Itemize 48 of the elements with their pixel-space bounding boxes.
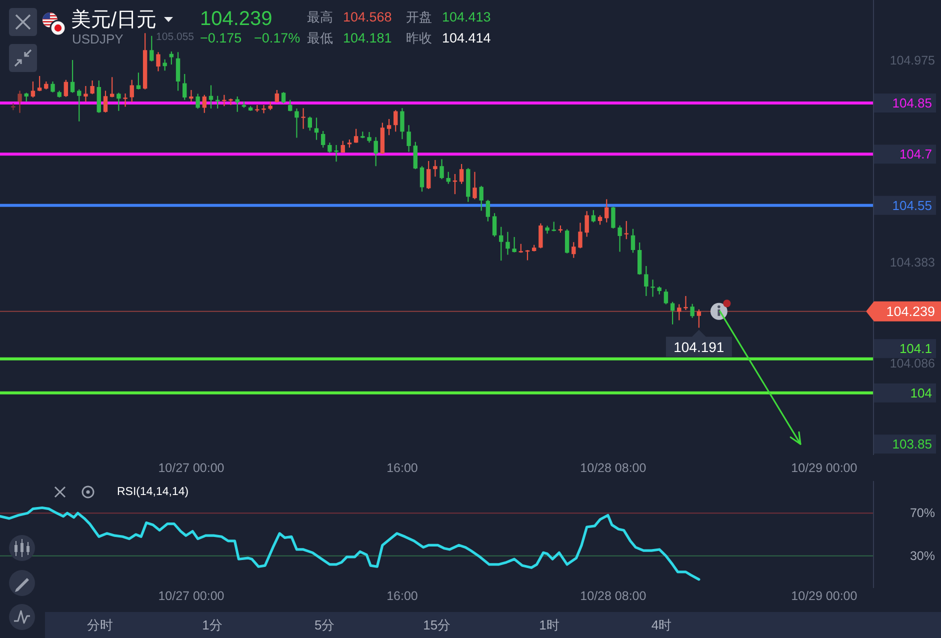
annotation: 最低: [307, 30, 333, 46]
ref-line-label: 104: [910, 385, 932, 400]
annotation: 开盘: [406, 10, 432, 24]
x-tick-label: 16:00: [386, 461, 418, 475]
y-tick-label: 104.086: [890, 356, 936, 371]
text: 4时: [651, 618, 672, 632]
x-tick-label: 10/28 08:00: [580, 461, 646, 475]
ref-line-label: 104.1: [899, 341, 932, 356]
series-label: 103.85: [874, 434, 936, 454]
ref-line-label: 104.85: [892, 96, 932, 111]
ref-label: 104: [874, 383, 936, 402]
y-tick-label: 104.383: [890, 255, 936, 270]
text: 5分: [314, 618, 335, 632]
x-tick-label: 10/27 00:00: [158, 461, 224, 475]
y-tick-label: 104.975: [890, 53, 936, 68]
annotation: 104.239: [200, 8, 272, 30]
annotation: −0.175: [200, 30, 242, 46]
annotation: 104.413: [442, 10, 491, 24]
x-tick-label: 10/29 00:00: [791, 461, 858, 475]
annotation: 昨收: [406, 30, 432, 46]
y-tick-label: 30%: [910, 548, 935, 563]
ref-label: 104.55: [874, 196, 936, 215]
text: 分时: [87, 618, 113, 632]
annotation: 104.191: [674, 338, 724, 355]
ref-label: 104.1: [874, 339, 936, 358]
text: USDJPY: [72, 32, 124, 46]
chart-title: 美元/日元: [71, 8, 157, 31]
annotation: 105.055: [156, 31, 194, 44]
annotation: 104.414: [442, 30, 492, 46]
ref-label: 104.85: [874, 94, 936, 112]
text: 1时: [539, 618, 560, 632]
x-tick-label: 16:00: [386, 589, 418, 603]
annotation: 104.568: [343, 10, 392, 24]
ref-line-label: 104.7: [899, 146, 932, 162]
annotation: −0.17%: [254, 30, 300, 46]
ref-line-label: 104.239: [886, 304, 935, 319]
x-tick-label: 10/28 08:00: [580, 589, 646, 603]
y-tick-label: 70%: [910, 506, 935, 520]
tooltip: 104.191: [666, 330, 732, 357]
text: 15分: [423, 618, 451, 632]
annotation: 最高: [307, 10, 333, 24]
text: 1分: [202, 618, 222, 632]
ref-label: 104.7: [874, 144, 936, 164]
chart-title: RSI(14,14,14): [117, 486, 189, 498]
ref-line-label: 104.55: [892, 198, 932, 213]
annotation: 104.181: [343, 30, 392, 46]
x-tick-label: 10/29 00:00: [791, 589, 858, 603]
x-tick-label: 10/27 00:00: [158, 589, 224, 603]
